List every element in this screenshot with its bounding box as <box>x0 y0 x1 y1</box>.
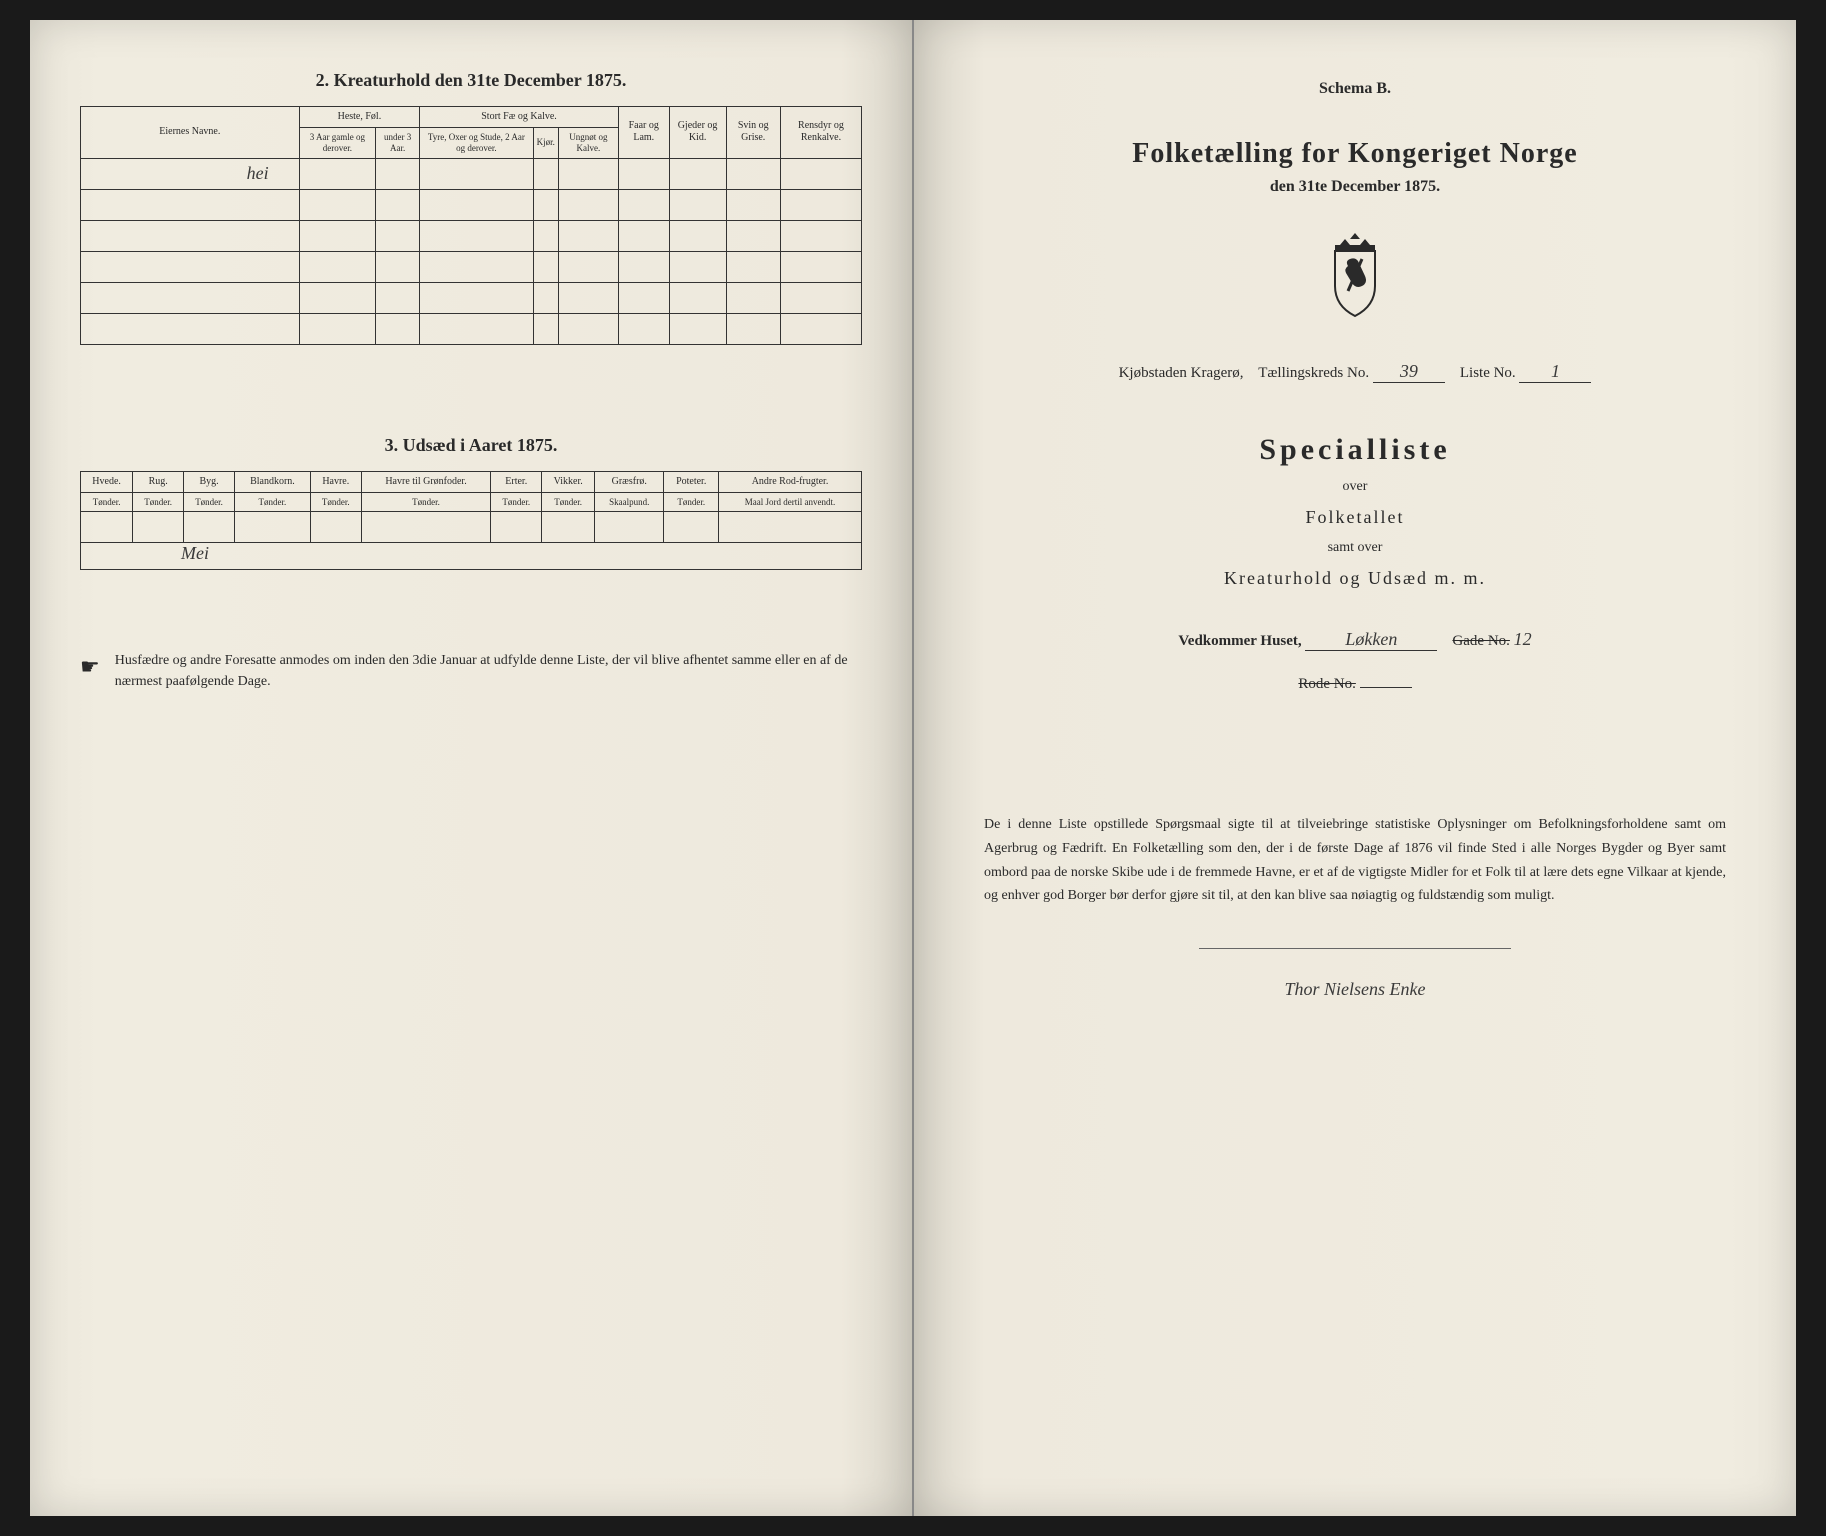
sub-date: den 31te December 1875. <box>964 178 1746 196</box>
t3-h6: Erter. <box>491 471 542 492</box>
footnote: ☛ Husfædre og andre Foresatte anmodes om… <box>80 650 862 692</box>
t2-sub-2: Tyre, Oxer og Stude, 2 Aar og derover. <box>420 128 533 159</box>
gade-label: Gade No. <box>1452 633 1509 649</box>
city-line: Kjøbstaden Kragerø, Tællingskreds No. 39… <box>964 361 1746 383</box>
t3-h9: Poteter. <box>664 471 719 492</box>
rode-line: Rode No. <box>964 676 1746 693</box>
table-row <box>81 282 862 313</box>
t2-col-faar: Faar og Lam. <box>618 107 669 159</box>
table-row <box>81 313 862 344</box>
liste-value: 1 <box>1519 361 1591 383</box>
t3-extra-row: Mei <box>80 543 862 570</box>
t3-u10: Maal Jord dertil anvendt. <box>719 492 862 512</box>
gade-value: 12 <box>1514 629 1532 649</box>
t3-h4: Havre. <box>310 471 361 492</box>
t3-h3: Blandkorn. <box>235 471 311 492</box>
t3-u2: Tønder. <box>184 492 235 512</box>
t3-u3: Tønder. <box>235 492 311 512</box>
t3-h7: Vikker. <box>542 471 595 492</box>
section3-title: 3. Udsæd i Aaret 1875. <box>80 435 862 456</box>
t2-col-rensdyr: Rensdyr og Renkalve. <box>780 107 861 159</box>
right-page: Schema B. Folketælling for Kongeriget No… <box>914 20 1796 1516</box>
t2-col-heste: Heste, Føl. <box>299 107 419 128</box>
t3-h1: Rug. <box>133 471 184 492</box>
vedkommer-value: Løkken <box>1305 629 1437 651</box>
t2-sub-1: under 3 Aar. <box>376 128 420 159</box>
kreatur-label: Kreaturhold og Udsæd m. m. <box>964 568 1746 589</box>
t2-sub-4: Ungnøt og Kalve. <box>558 128 618 159</box>
vedkommer-line: Vedkommer Huset, Løkken Gade No. 12 <box>964 629 1746 651</box>
t3-h0: Hvede. <box>81 471 133 492</box>
t2-col-eiernes: Eiernes Navne. <box>81 107 300 159</box>
t3-u6: Tønder. <box>491 492 542 512</box>
pointer-icon: ☛ <box>80 650 100 683</box>
table-udsaed: Hvede. Rug. Byg. Blandkorn. Havre. Havre… <box>80 471 862 544</box>
kreds-label: Tællingskreds No. <box>1258 365 1369 381</box>
section2-title: 2. Kreaturhold den 31te December 1875. <box>80 70 862 91</box>
bottom-paragraph: De i denne Liste opstillede Spørgsmaal s… <box>964 813 1746 908</box>
t3-u9: Tønder. <box>664 492 719 512</box>
t3-h8: Græsfrø. <box>595 471 664 492</box>
t2-col-svin: Svin og Grise. <box>726 107 780 159</box>
t3-u5: Tønder. <box>361 492 491 512</box>
left-page: 2. Kreaturhold den 31te December 1875. E… <box>30 20 914 1516</box>
table-row: hei <box>81 158 862 189</box>
vedkommer-label: Vedkommer Huset, <box>1178 633 1301 649</box>
main-title: Folketælling for Kongeriget Norge <box>964 138 1746 170</box>
coat-of-arms-icon <box>964 231 1746 326</box>
schema-label: Schema B. <box>964 80 1746 98</box>
table-row <box>81 251 862 282</box>
t2-col-gjeder: Gjeder og Kid. <box>669 107 726 159</box>
book-spread: 2. Kreaturhold den 31te December 1875. E… <box>0 0 1826 1536</box>
samtover-label: samt over <box>964 540 1746 556</box>
t3-u7: Tønder. <box>542 492 595 512</box>
t2-col-stortfae: Stort Fæ og Kalve. <box>420 107 619 128</box>
city-label: Kjøbstaden Kragerø, <box>1119 365 1244 381</box>
t2-sub-0: 3 Aar gamle og derover. <box>299 128 375 159</box>
table-kreaturhold: Eiernes Navne. Heste, Føl. Stort Fæ og K… <box>80 106 862 345</box>
over-label: over <box>964 479 1746 495</box>
t3-u1: Tønder. <box>133 492 184 512</box>
t2-row1-name: hei <box>81 158 300 189</box>
t3-h2: Byg. <box>184 471 235 492</box>
liste-label: Liste No. <box>1460 365 1516 381</box>
table-row <box>81 512 862 543</box>
footnote-text: Husfædre og andre Foresatte anmodes om i… <box>115 650 862 692</box>
table-row <box>81 189 862 220</box>
table-row <box>81 220 862 251</box>
t3-h5: Havre til Grønfoder. <box>361 471 491 492</box>
t3-u0: Tønder. <box>81 492 133 512</box>
folketallet-label: Folketallet <box>964 507 1746 528</box>
t2-sub-3: Kjør. <box>533 128 558 159</box>
specialliste-title: Specialliste <box>964 433 1746 467</box>
t3-u8: Skaalpund. <box>595 492 664 512</box>
rode-label: Rode No. <box>1298 676 1356 692</box>
t3-u4: Tønder. <box>310 492 361 512</box>
divider <box>1199 948 1512 949</box>
signature: Thor Nielsens Enke <box>964 979 1746 1000</box>
t3-row-value: Mei <box>181 543 209 563</box>
kreds-value: 39 <box>1373 361 1445 383</box>
rode-value <box>1360 687 1412 688</box>
t3-h10: Andre Rod-frugter. <box>719 471 862 492</box>
